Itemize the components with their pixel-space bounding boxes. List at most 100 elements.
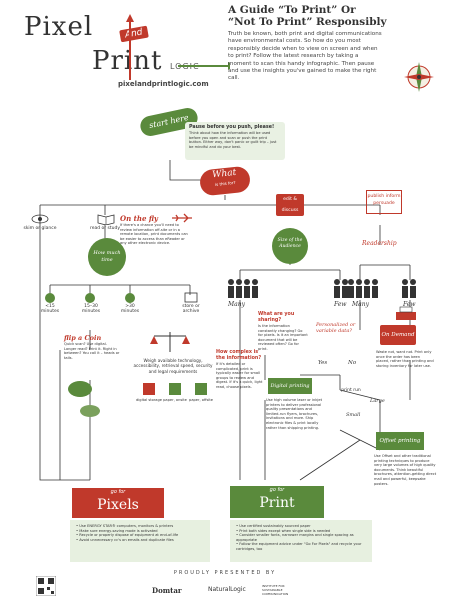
store-archive-label: store or archive bbox=[182, 304, 200, 314]
go-print-bullet-2: • Print both sides except when single si… bbox=[236, 528, 331, 533]
go-print-label: Print bbox=[259, 495, 295, 511]
publish-badge: publish inform persuade bbox=[366, 190, 402, 214]
digital-printing-text: Use high volume laser or inkjet printers… bbox=[266, 398, 322, 430]
go-pixels-bullet-4: • Avoid unnecessary cc's on emails and d… bbox=[76, 537, 174, 542]
paper-onsite-icon bbox=[169, 383, 181, 395]
time-gt30: >30 minutes bbox=[120, 304, 140, 314]
how-complex-text: If it's detailed or complicated, print i… bbox=[216, 362, 263, 389]
time-lt15: <15 minutes bbox=[40, 304, 60, 314]
header: A Guide “To Print” Or “Not To Print” Res… bbox=[228, 4, 443, 104]
personalized-no: No bbox=[348, 360, 357, 366]
audience-label: Size of the Audience bbox=[277, 238, 303, 249]
printer-icon bbox=[396, 306, 416, 320]
skim-label: skim or glance bbox=[23, 226, 57, 231]
few-people-icon bbox=[334, 279, 348, 298]
digital-printing-badge: Digital printing bbox=[268, 378, 312, 394]
personalized-label: Personalized or variable data? bbox=[316, 322, 356, 334]
qr-code-icon bbox=[36, 576, 56, 596]
logo-word-pixel: Pixel bbox=[24, 12, 94, 42]
clock-icon-2 bbox=[85, 293, 95, 303]
on-the-fly-title: On the fly bbox=[120, 214, 158, 223]
paper-offsite-icon bbox=[195, 383, 207, 395]
offset-title: Offset printing bbox=[379, 438, 421, 444]
go-print-bullet-1: • Use certified sustainably sourced pape… bbox=[236, 524, 311, 528]
time-15-30: 15–30 minutes bbox=[81, 304, 101, 314]
offset-text: Use Offset and other traditional printin… bbox=[374, 454, 437, 486]
coin-icon bbox=[68, 381, 100, 417]
go-print-go-for: go for bbox=[269, 487, 285, 493]
on-demand-badge: On Demand bbox=[380, 325, 416, 345]
sponsor-naturallogic: NaturalLogic bbox=[208, 586, 246, 593]
on-the-fly-text: If there's a chance you'll need to revie… bbox=[120, 223, 188, 246]
what-sharing-text: Is the information constantly changing? … bbox=[258, 324, 308, 351]
audience-few: Few bbox=[334, 301, 347, 308]
readership-few: Few bbox=[403, 301, 416, 308]
how-complex-title: How complex is the information? bbox=[216, 350, 262, 361]
go-pixels-bullet-3: • Recycle or properly dispose of equipme… bbox=[76, 533, 179, 538]
pause-box: Pause before you push, please! Think abo… bbox=[185, 122, 285, 160]
go-pixels-box: • Use ENERGY STAR® computers, monitors &… bbox=[70, 520, 210, 562]
footer-presented-by: PROUDLY PRESENTED BY bbox=[173, 570, 277, 576]
archive-icon bbox=[184, 292, 198, 303]
on-the-fly-box: On the fly If there's a chance you'll ne… bbox=[120, 214, 190, 259]
edit-discuss-badge: edit & discuss bbox=[276, 194, 304, 216]
sponsor-isc: INSTITUTE FOR SUSTAINABLE COMMUNICATION bbox=[262, 584, 289, 596]
on-demand-text: Waste not, want not. Print only once the… bbox=[376, 350, 434, 368]
on-demand-title: On Demand bbox=[381, 332, 415, 338]
digital-storage-icon bbox=[143, 383, 155, 395]
logo-url[interactable]: pixelandprintlogic.com bbox=[118, 80, 209, 88]
how-complex-box: How complex is the information? If it's … bbox=[216, 350, 266, 410]
personalized-yes: Yes bbox=[318, 360, 328, 366]
eye-icon bbox=[31, 214, 49, 224]
book-icon bbox=[97, 214, 115, 225]
go-print-box: • Use certified sustainably sourced pape… bbox=[230, 520, 372, 562]
go-pixels-bullet-1: • Use ENERGY STAR® computers, monitors &… bbox=[76, 524, 174, 528]
go-pixels-label: Pixels bbox=[97, 497, 139, 513]
pause-title: Pause before you push, please! bbox=[189, 125, 275, 130]
paper-onsite-label: paper, onsite bbox=[163, 398, 187, 402]
readership-crowd-icon bbox=[348, 279, 378, 298]
page-title-line2: “Not To Print” Responsibly bbox=[228, 16, 387, 28]
audience-badge: Size of the Audience bbox=[272, 228, 308, 264]
scale-icon bbox=[150, 332, 190, 352]
sponsor-domtar: Domtar bbox=[152, 586, 182, 595]
logo-word-print: Print bbox=[92, 46, 163, 76]
flip-coin-text: Quick scan? Use digital. Longer read? Pr… bbox=[64, 342, 120, 360]
clock-icon-3 bbox=[125, 293, 135, 303]
print-run-small: Small bbox=[346, 412, 361, 418]
airplane-icon bbox=[172, 213, 192, 223]
intro-text: Truth be known, both print and digital c… bbox=[228, 31, 382, 82]
logo-arrow-icon bbox=[126, 14, 230, 80]
what-sharing-title: What are you sharing? bbox=[258, 312, 295, 323]
read-study-label: read or study bbox=[89, 226, 121, 231]
pause-text: Think about how the information will be … bbox=[189, 131, 277, 149]
time-label: How much time bbox=[93, 250, 121, 263]
go-pixels-bullet-2: • Make sure energy-saving mode is activa… bbox=[76, 528, 158, 533]
offset-badge: Offset printing bbox=[376, 432, 424, 450]
crowd-icon bbox=[228, 279, 258, 298]
readership-label: Readership bbox=[362, 240, 397, 247]
go-pixels-go-for: go for bbox=[110, 489, 126, 495]
flip-coin-box: flip a Coin Quick scan? Use digital. Lon… bbox=[64, 334, 120, 374]
what-sharing-box: What are you sharing? Is the information… bbox=[258, 312, 308, 362]
audience-many: Many bbox=[228, 301, 245, 308]
print-run-label: print run bbox=[341, 388, 361, 393]
digital-storage-label: digital storage bbox=[136, 398, 162, 402]
go-print-bullet-3: • Consider smaller fonts, narrower margi… bbox=[236, 533, 354, 542]
page-title-line1: A Guide “To Print” Or bbox=[228, 4, 356, 16]
compass-icon bbox=[404, 62, 434, 92]
weigh-text: Weigh available technology, accessibilit… bbox=[133, 358, 213, 374]
readership-few-icon bbox=[402, 279, 416, 298]
readership-many: Many bbox=[352, 301, 369, 308]
digital-printing-title: Digital printing bbox=[270, 383, 310, 389]
print-run-large: Large bbox=[370, 398, 385, 404]
go-pixels-ribbon: go for Pixels bbox=[72, 488, 164, 518]
go-print-bullet-4: • Follow the equipment advice under "Go … bbox=[236, 542, 362, 551]
go-print-ribbon: go for Print bbox=[230, 486, 324, 518]
clock-icon-1 bbox=[45, 293, 55, 303]
logo: Pixel And Print LOGIC pixelandprintlogic… bbox=[20, 10, 230, 110]
time-badge: How much time bbox=[88, 238, 126, 276]
flip-coin-title: flip a Coin bbox=[64, 334, 102, 342]
paper-offsite-label: paper, offsite bbox=[189, 398, 213, 402]
